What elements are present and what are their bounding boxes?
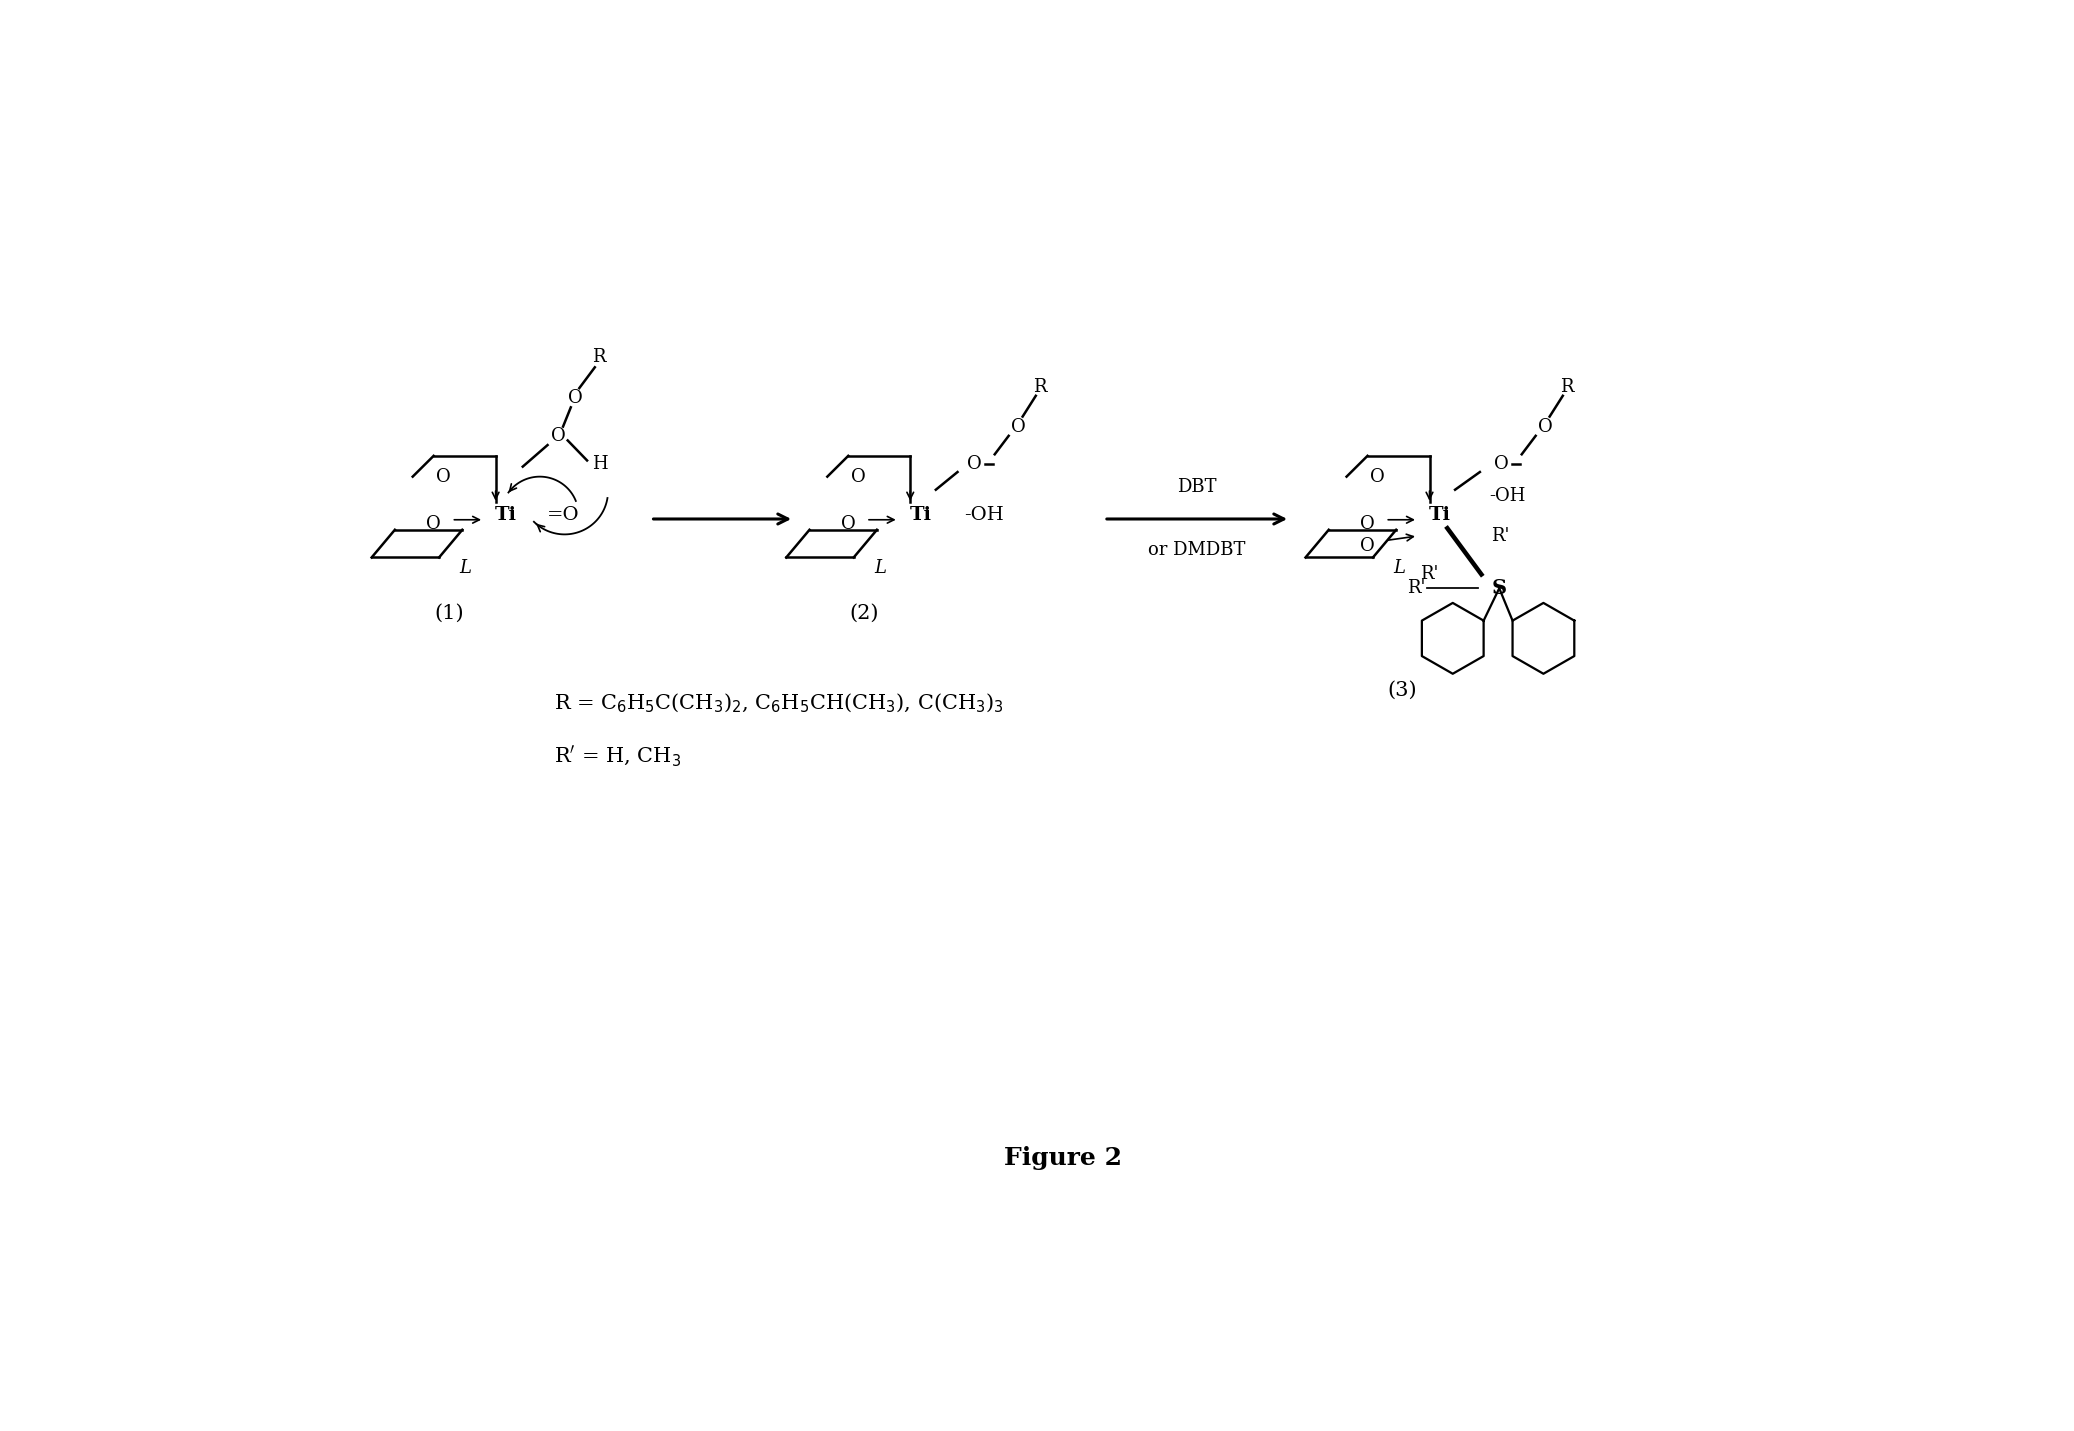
Text: (1): (1) <box>433 604 465 622</box>
Text: R$'$ = H, CH$_3$: R$'$ = H, CH$_3$ <box>554 744 680 768</box>
Text: O: O <box>1493 455 1508 474</box>
Text: R': R' <box>1491 527 1510 545</box>
Text: O: O <box>850 468 865 487</box>
Text: O: O <box>966 455 981 474</box>
Text: O: O <box>552 426 566 445</box>
Text: -OH: -OH <box>1489 487 1524 505</box>
Text: R': R' <box>1406 580 1425 597</box>
Text: O: O <box>1537 418 1551 435</box>
Text: S: S <box>1491 578 1508 598</box>
Text: R': R' <box>1421 565 1439 584</box>
Text: O: O <box>436 468 450 487</box>
Text: Figure 2: Figure 2 <box>1004 1146 1122 1171</box>
Text: O: O <box>568 389 583 406</box>
Text: R = C$_6$H$_5$C(CH$_3$)$_2$, C$_6$H$_5$CH(CH$_3$), C(CH$_3$)$_3$: R = C$_6$H$_5$C(CH$_3$)$_2$, C$_6$H$_5$C… <box>554 693 1004 716</box>
Text: (2): (2) <box>848 604 879 622</box>
Text: Ti: Ti <box>908 507 931 524</box>
Text: O: O <box>427 515 442 534</box>
Text: (3): (3) <box>1388 680 1417 700</box>
Text: DBT: DBT <box>1178 478 1217 495</box>
Text: O: O <box>1361 537 1375 555</box>
Text: O: O <box>1371 468 1385 487</box>
Text: L: L <box>460 560 471 577</box>
Text: O: O <box>840 515 857 534</box>
Text: -OH: -OH <box>964 507 1004 524</box>
Text: L: L <box>1394 560 1406 577</box>
Text: H: H <box>593 455 608 472</box>
Text: L: L <box>873 560 886 577</box>
Text: O: O <box>1361 515 1375 534</box>
Text: =O: =O <box>548 507 579 524</box>
Text: O: O <box>1010 418 1025 435</box>
Text: Ti: Ti <box>1429 507 1450 524</box>
Text: or DMDBT: or DMDBT <box>1149 541 1246 558</box>
Text: Ti: Ti <box>496 507 516 524</box>
Text: R: R <box>1560 378 1574 395</box>
Text: R: R <box>591 348 606 366</box>
Text: R: R <box>1033 378 1047 395</box>
